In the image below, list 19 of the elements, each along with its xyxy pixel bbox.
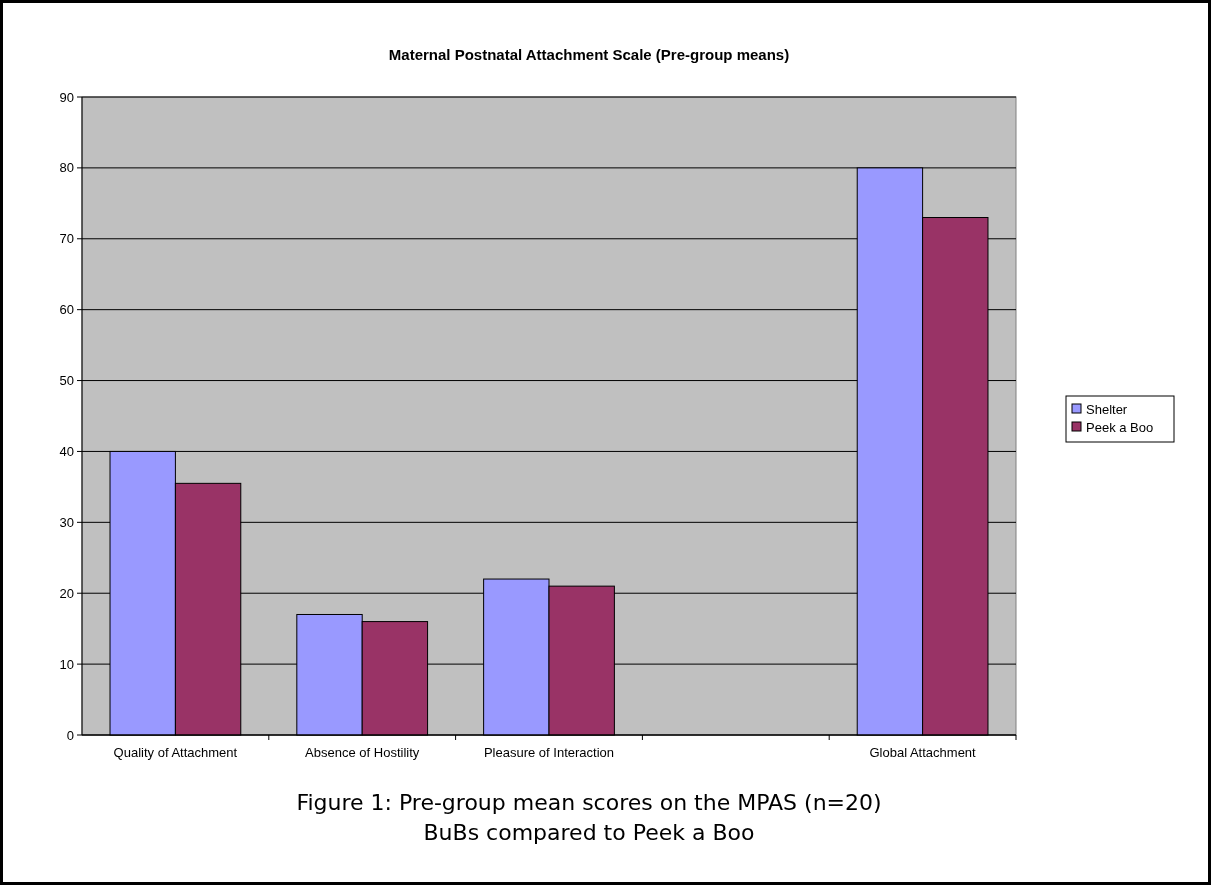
legend-label: Peek a Boo xyxy=(1086,419,1154,435)
y-tick-label: 70 xyxy=(59,231,74,247)
y-tick-label: 0 xyxy=(66,727,74,743)
y-tick-label: 10 xyxy=(59,656,74,672)
y-tick-label: 30 xyxy=(59,514,74,530)
text: BuBs compared to Peek a Boo xyxy=(423,820,755,845)
legend-label: Shelter xyxy=(1086,401,1128,417)
y-tick-label: 80 xyxy=(59,160,74,176)
y-tick-label: 60 xyxy=(59,302,74,318)
y-tick-label: 20 xyxy=(59,585,74,601)
y-tick-label: 40 xyxy=(59,443,74,459)
x-tick-label: Absence of Hostility xyxy=(305,745,420,760)
caption: Figure 1: Pre-group mean scores on the MPAS (n=20) xyxy=(296,790,882,815)
x-tick-label: Quality of Attachment xyxy=(113,745,238,760)
x-tick-label: Global Attachment xyxy=(869,745,977,760)
x-tick-label: Pleasure of Interaction xyxy=(483,745,615,760)
chart-title: Maternal Postnatal Attachment Scale (Pre-group means) xyxy=(388,46,790,63)
y-tick-label: 50 xyxy=(59,373,74,389)
y-tick-label: 90 xyxy=(59,89,74,105)
